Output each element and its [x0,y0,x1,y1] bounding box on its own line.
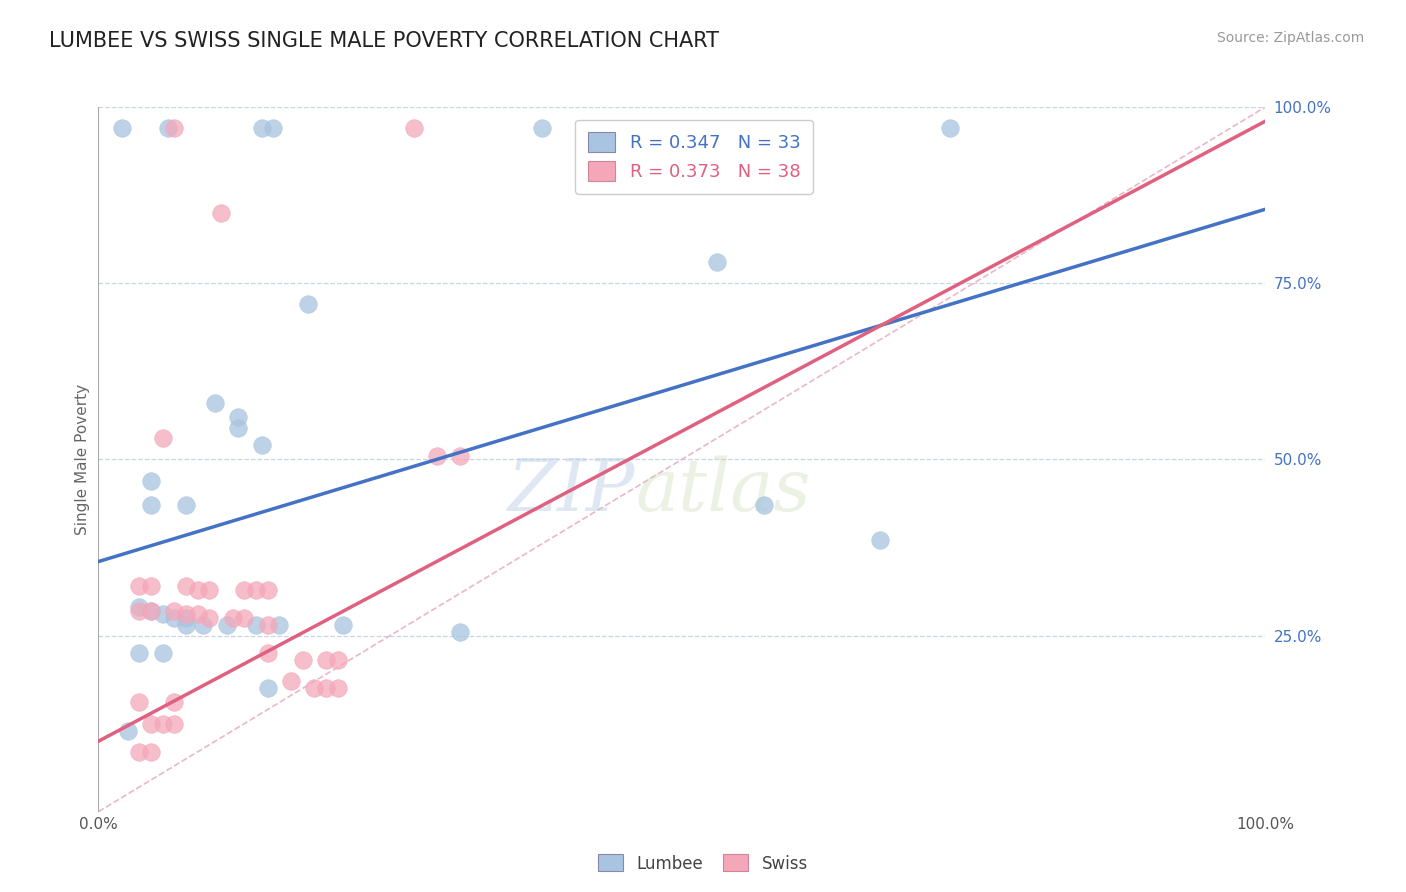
Point [198,582,221,597]
Point [152,646,174,660]
Point [139,604,162,618]
Point [250,121,273,136]
Point [139,579,162,593]
Point [174,611,197,625]
Point [326,681,349,696]
Point [228,410,250,425]
Point [256,681,278,696]
Point [139,474,162,488]
Text: ZIP: ZIP [508,456,636,526]
Point [233,582,256,597]
Point [939,121,962,136]
Text: LUMBEE VS SWISS SINGLE MALE POVERTY CORRELATION CHART: LUMBEE VS SWISS SINGLE MALE POVERTY CORR… [49,31,720,51]
Point [449,625,471,640]
Point [111,121,134,136]
Point [198,611,221,625]
Point [706,255,728,269]
Point [315,681,337,696]
Point [187,607,209,622]
Point [204,396,226,410]
Point [152,431,174,445]
Point [128,579,150,593]
Point [174,579,197,593]
Point [402,121,425,136]
Point [209,205,232,219]
Point [163,716,186,731]
Point [139,604,162,618]
Point [174,607,197,622]
Point [449,449,471,463]
Point [262,121,284,136]
Point [256,646,278,660]
Point [332,618,354,632]
Point [228,420,250,434]
Point [221,611,243,625]
Point [139,745,162,759]
Point [139,716,162,731]
Y-axis label: Single Male Poverty: Single Male Poverty [75,384,90,535]
Point [128,696,150,710]
Point [530,121,553,136]
Point [174,618,197,632]
Point [193,618,215,632]
Point [869,533,891,548]
Point [152,607,174,622]
Point [304,681,326,696]
Point [163,604,186,618]
Point [326,653,349,667]
Point [128,745,150,759]
Point [117,723,139,738]
Point [291,653,314,667]
Point [250,438,273,452]
Point [163,121,186,136]
Point [269,618,291,632]
Legend: Lumbee, Swiss: Lumbee, Swiss [592,847,814,880]
Point [128,600,150,615]
Point [187,582,209,597]
Point [752,498,775,512]
Text: Source: ZipAtlas.com: Source: ZipAtlas.com [1216,31,1364,45]
Point [426,449,449,463]
Point [280,674,302,689]
Point [174,498,197,512]
Point [128,604,150,618]
Point [256,618,278,632]
Legend: R = 0.347   N = 33, R = 0.373   N = 38: R = 0.347 N = 33, R = 0.373 N = 38 [575,120,813,194]
Point [233,611,256,625]
Text: atlas: atlas [636,456,811,526]
Point [245,582,267,597]
Point [128,646,150,660]
Point [215,618,238,632]
Point [152,716,174,731]
Point [163,696,186,710]
Point [315,653,337,667]
Point [163,611,186,625]
Point [139,498,162,512]
Point [256,582,278,597]
Point [157,121,180,136]
Point [245,618,267,632]
Point [297,297,319,311]
